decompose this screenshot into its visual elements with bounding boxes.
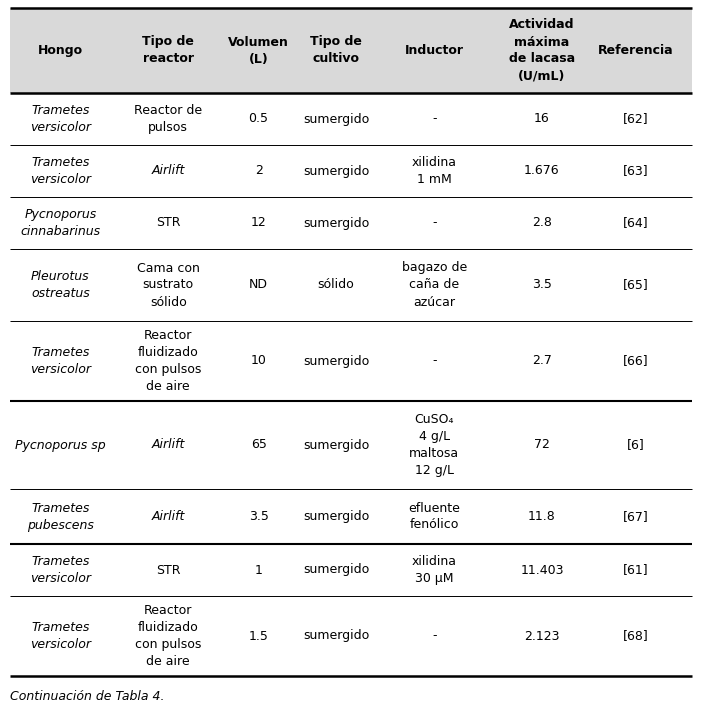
Text: Trametes
versicolor: Trametes versicolor: [30, 104, 91, 134]
Text: ND: ND: [249, 279, 268, 291]
Text: Hongo: Hongo: [38, 44, 83, 57]
Text: sumergido: sumergido: [303, 216, 369, 230]
Text: 3.5: 3.5: [532, 279, 552, 291]
Text: Trametes
pubescens: Trametes pubescens: [27, 501, 94, 531]
Text: 72: 72: [534, 438, 550, 452]
Text: 1.5: 1.5: [249, 629, 269, 642]
Text: sumergido: sumergido: [303, 629, 369, 642]
Text: sumergido: sumergido: [303, 563, 369, 576]
Bar: [10, 8, 692, 93]
Text: Pycnoporus
cinnabarinus: Pycnoporus cinnabarinus: [20, 208, 100, 238]
Text: Airlift: Airlift: [152, 165, 185, 178]
Text: [6]: [6]: [627, 438, 644, 452]
Text: sumergido: sumergido: [303, 112, 369, 125]
Text: -: -: [432, 216, 437, 230]
Text: sumergido: sumergido: [303, 438, 369, 452]
Text: 1.676: 1.676: [524, 165, 559, 178]
Text: [61]: [61]: [623, 563, 649, 576]
Text: 10: 10: [251, 354, 267, 367]
Text: 2.123: 2.123: [524, 629, 559, 642]
Text: STR: STR: [156, 563, 180, 576]
Text: [63]: [63]: [623, 165, 649, 178]
Text: Trametes
versicolor: Trametes versicolor: [30, 555, 91, 585]
Text: 65: 65: [251, 438, 267, 452]
Text: Tipo de
cultivo: Tipo de cultivo: [310, 36, 362, 65]
Text: 2.8: 2.8: [532, 216, 552, 230]
Text: [62]: [62]: [623, 112, 649, 125]
Text: [66]: [66]: [623, 354, 649, 367]
Text: Trametes
versicolor: Trametes versicolor: [30, 346, 91, 376]
Text: CuSO₄
4 g/L
maltosa
12 g/L: CuSO₄ 4 g/L maltosa 12 g/L: [409, 413, 459, 477]
Text: Actividad
máxima
de lacasa
(U/mL): Actividad máxima de lacasa (U/mL): [509, 19, 575, 82]
Text: Continuación de Tabla 4.: Continuación de Tabla 4.: [10, 690, 164, 703]
Text: 16: 16: [534, 112, 550, 125]
Text: -: -: [432, 354, 437, 367]
Text: Pleurotus
ostreatus: Pleurotus ostreatus: [31, 270, 90, 300]
Text: bagazo de
caña de
azúcar: bagazo de caña de azúcar: [402, 261, 467, 309]
Text: [68]: [68]: [623, 629, 649, 642]
Text: 11.403: 11.403: [520, 563, 564, 576]
Text: -: -: [432, 629, 437, 642]
Text: sumergido: sumergido: [303, 510, 369, 523]
Text: Pycnoporus sp: Pycnoporus sp: [15, 438, 106, 452]
Text: 11.8: 11.8: [528, 510, 556, 523]
Text: Trametes
versicolor: Trametes versicolor: [30, 156, 91, 186]
Text: Trametes
versicolor: Trametes versicolor: [30, 621, 91, 651]
Text: Referencia: Referencia: [598, 44, 673, 57]
Text: efluente
fenólico: efluente fenólico: [409, 501, 460, 531]
Text: 12: 12: [251, 216, 267, 230]
Text: [65]: [65]: [623, 279, 649, 291]
Text: 1: 1: [255, 563, 263, 576]
Text: -: -: [432, 112, 437, 125]
Text: Tipo de
reactor: Tipo de reactor: [143, 36, 194, 65]
Text: Inductor: Inductor: [405, 44, 464, 57]
Text: sólido: sólido: [317, 279, 355, 291]
Text: Reactor
fluidizado
con pulsos
de aire: Reactor fluidizado con pulsos de aire: [135, 329, 201, 393]
Text: 2.7: 2.7: [532, 354, 552, 367]
Text: Reactor
fluidizado
con pulsos
de aire: Reactor fluidizado con pulsos de aire: [135, 604, 201, 668]
Text: Airlift: Airlift: [152, 510, 185, 523]
Text: 3.5: 3.5: [249, 510, 269, 523]
Text: sumergido: sumergido: [303, 354, 369, 367]
Text: [67]: [67]: [623, 510, 649, 523]
Text: [64]: [64]: [623, 216, 649, 230]
Text: xilidina
1 mM: xilidina 1 mM: [411, 156, 457, 186]
Text: Volumen
(L): Volumen (L): [228, 36, 289, 65]
Text: Airlift: Airlift: [152, 438, 185, 452]
Text: Cama con
sustrato
sólido: Cama con sustrato sólido: [137, 261, 199, 309]
Text: 0.5: 0.5: [249, 112, 269, 125]
Text: Reactor de
pulsos: Reactor de pulsos: [134, 104, 202, 134]
Text: STR: STR: [156, 216, 180, 230]
Text: 2: 2: [255, 165, 263, 178]
Text: xilidina
30 μM: xilidina 30 μM: [411, 555, 457, 585]
Text: sumergido: sumergido: [303, 165, 369, 178]
